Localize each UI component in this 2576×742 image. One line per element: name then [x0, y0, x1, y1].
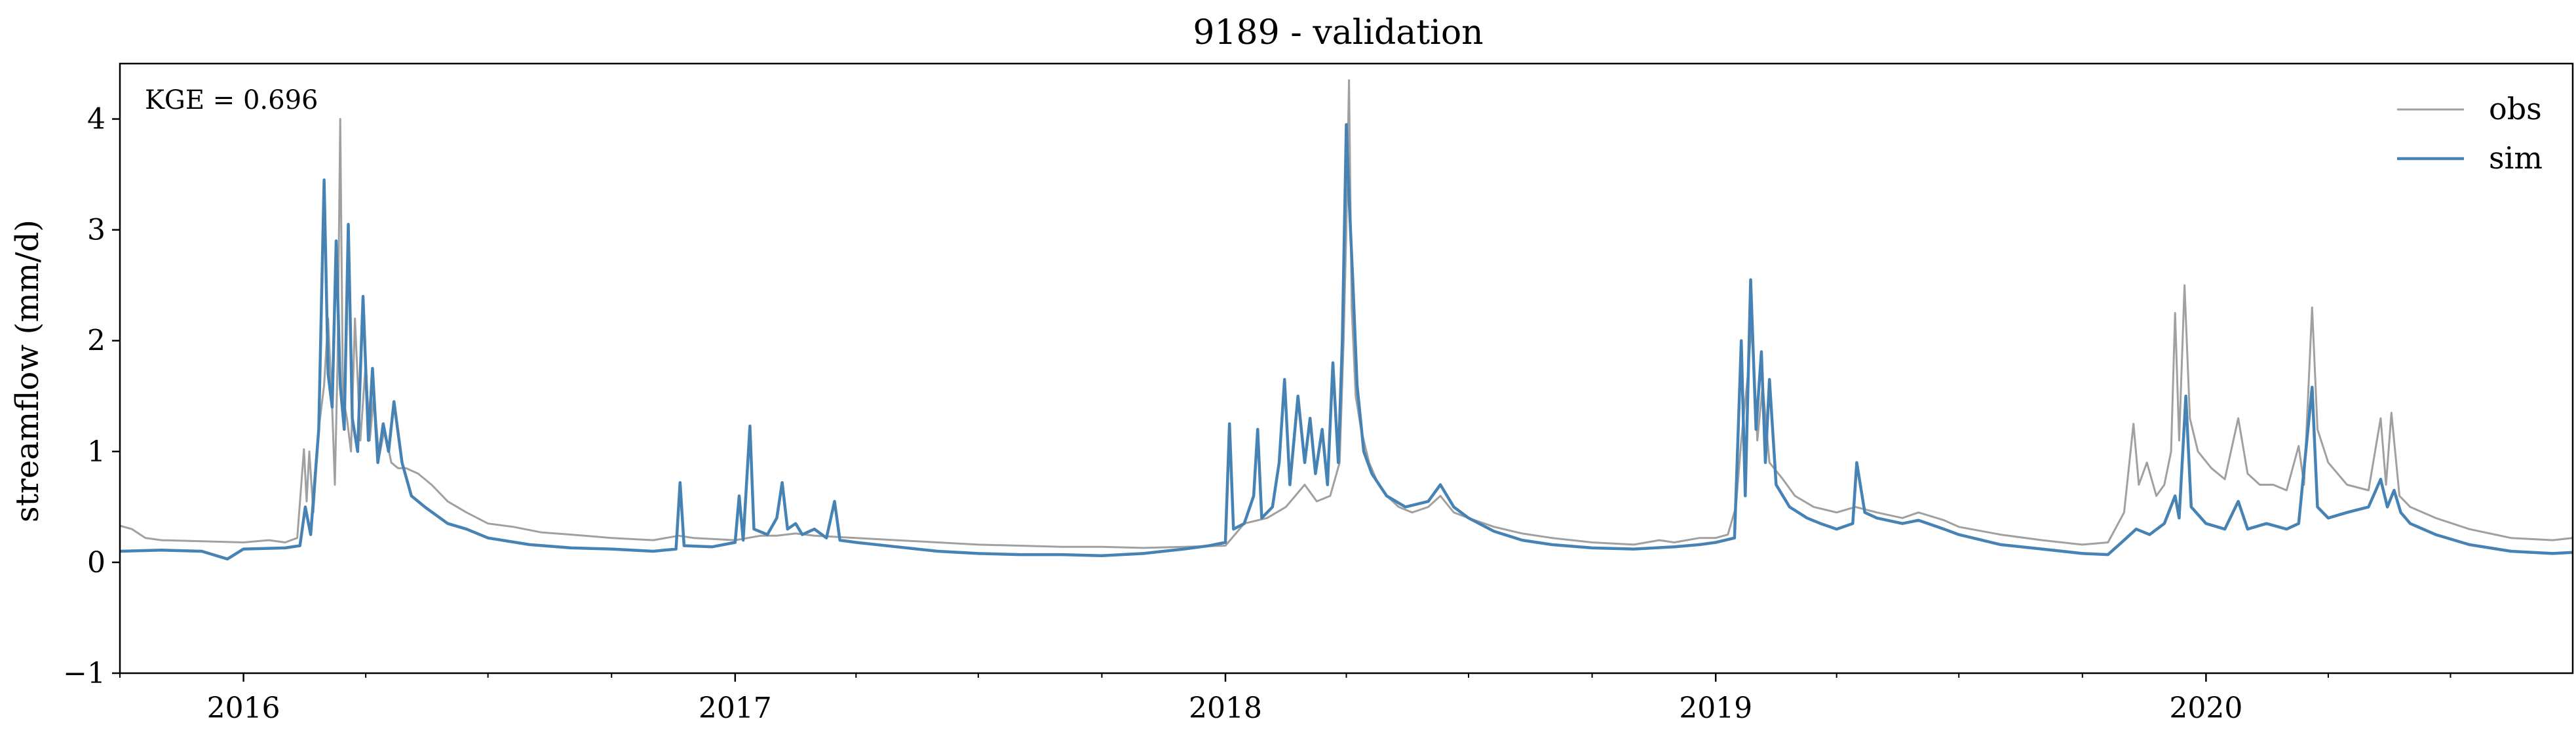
y-axis-label: streamflow (mm/d) [9, 220, 46, 522]
chart-title: 9189 - validation [1193, 13, 1483, 52]
y-tick-label: −1 [63, 657, 106, 690]
x-tick-label: 2018 [1189, 692, 1262, 725]
y-tick-label: 1 [87, 435, 106, 469]
legend-label-sim: sim [2489, 140, 2543, 176]
y-axis: −1 0 1 2 3 4 [63, 103, 120, 690]
x-axis: 2016 2017 2018 2019 2020 [119, 673, 2451, 725]
legend: obs sim [2397, 91, 2543, 176]
series-layer [119, 79, 2573, 561]
x-tick-label: 2017 [699, 692, 772, 725]
y-tick-label: 4 [87, 103, 106, 136]
y-tick-label: 3 [87, 214, 106, 247]
series-line-sim [119, 123, 2573, 561]
y-tick-label: 2 [87, 324, 106, 358]
y-tick-label: 0 [87, 546, 106, 579]
legend-label-obs: obs [2489, 91, 2542, 127]
x-tick-label: 2019 [1679, 692, 1752, 725]
x-tick-label: 2020 [2169, 692, 2242, 725]
kge-annotation: KGE = 0.696 [145, 85, 318, 115]
x-tick-label: 2016 [207, 692, 280, 725]
